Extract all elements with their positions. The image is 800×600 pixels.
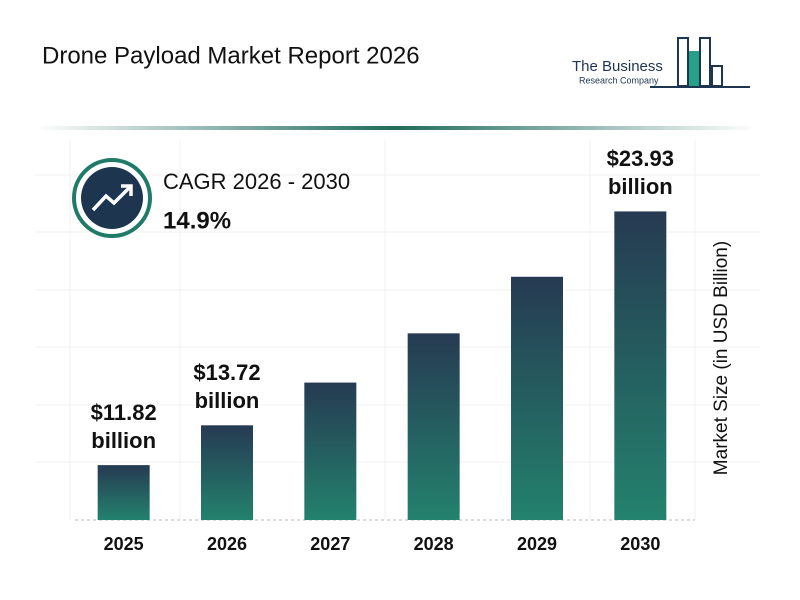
value-label: $11.82 billion [90,400,157,454]
cagr-icon [81,167,143,229]
chart-title: Drone Payload Market Report 2026 [42,42,420,69]
bar [201,425,253,520]
bar [304,382,357,520]
background-grid [35,140,760,520]
y-axis-label: Market Size (in USD Billion) [711,241,732,475]
brand-name: The Business [572,58,663,75]
x-tick-label: 2030 [620,534,660,554]
cagr-arrow-head [121,184,133,196]
bar [407,333,460,520]
cagr-value: 14.9% [163,207,231,234]
x-tick-label: 2029 [517,534,557,554]
x-tick-label: 2025 [104,534,144,554]
logo [650,37,750,88]
x-tick-label: 2026 [207,534,247,554]
bar [614,211,667,520]
x-tick-label: 2028 [414,534,454,554]
cagr-label: CAGR 2026 - 2030 [163,169,350,194]
value-label: $13.72 billion [193,360,261,414]
brand-sub: Research Company [579,75,659,85]
bar [511,276,563,520]
value-label: $23.93 billion [606,146,674,200]
cagr-arrow [91,185,132,212]
bar [97,465,150,520]
divider [35,126,755,130]
x-tick-label: 2027 [310,534,350,554]
